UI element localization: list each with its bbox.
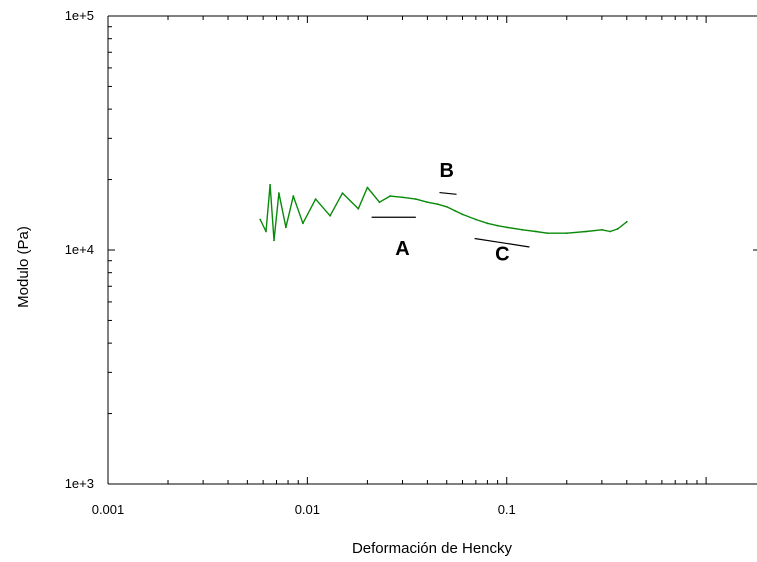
data-point: [521, 228, 524, 231]
data-point: [284, 226, 287, 229]
y-axis-label: Modulo (Pa): [15, 226, 32, 308]
data-point: [265, 230, 267, 233]
x-tick-label: 0.1: [498, 502, 516, 517]
data-point: [616, 228, 619, 230]
data-point: [329, 214, 331, 217]
data-point: [461, 213, 464, 216]
annotations-layer: A B C: [371, 160, 530, 266]
x-tick-label: 0.01: [295, 502, 320, 517]
data-point: [269, 183, 271, 186]
data-point: [505, 226, 508, 229]
data-point: [259, 218, 262, 221]
y-tick-label: 1e+4: [65, 242, 94, 257]
data-point: [454, 209, 456, 212]
data-point: [401, 196, 404, 199]
axes-layer: [107, 15, 757, 485]
data-point: [609, 230, 612, 233]
data-point: [625, 220, 628, 223]
data-point: [414, 198, 417, 201]
data-point: [314, 198, 317, 201]
data-point: [302, 222, 304, 225]
data-point: [292, 195, 295, 197]
annotation-b-line: [439, 191, 457, 195]
data-point: [585, 230, 587, 233]
data-point: [546, 232, 549, 235]
data-point: [600, 228, 603, 231]
data-point: [273, 239, 275, 242]
data-point: [496, 224, 499, 227]
data-point: [278, 192, 280, 195]
data-point: [534, 230, 537, 233]
data-point: [341, 192, 344, 195]
x-tick-label: 0.001: [92, 502, 125, 517]
x-axis-label: Deformación de Hencky: [352, 540, 513, 557]
data-point: [565, 232, 568, 235]
ticks-layer: 0.001 0.01 0.1 1e+3 1e+4 1e+5: [65, 8, 757, 517]
annotation-b-label: B: [439, 160, 453, 182]
annotation-c-label: C: [495, 244, 509, 266]
data-point: [366, 186, 369, 189]
data-point: [474, 218, 477, 221]
annotation-a-label: A: [395, 238, 409, 260]
y-tick-label: 1e+3: [65, 476, 94, 491]
series-layer: [259, 183, 628, 242]
data-point: [426, 201, 429, 204]
data-point: [486, 222, 489, 225]
data-point: [378, 201, 381, 204]
annotation-c-line: [474, 237, 530, 248]
y-tick-label: 1e+5: [65, 8, 94, 23]
data-point: [436, 203, 439, 206]
data-point: [357, 207, 360, 210]
data-point: [445, 205, 448, 208]
data-point: [389, 195, 392, 197]
